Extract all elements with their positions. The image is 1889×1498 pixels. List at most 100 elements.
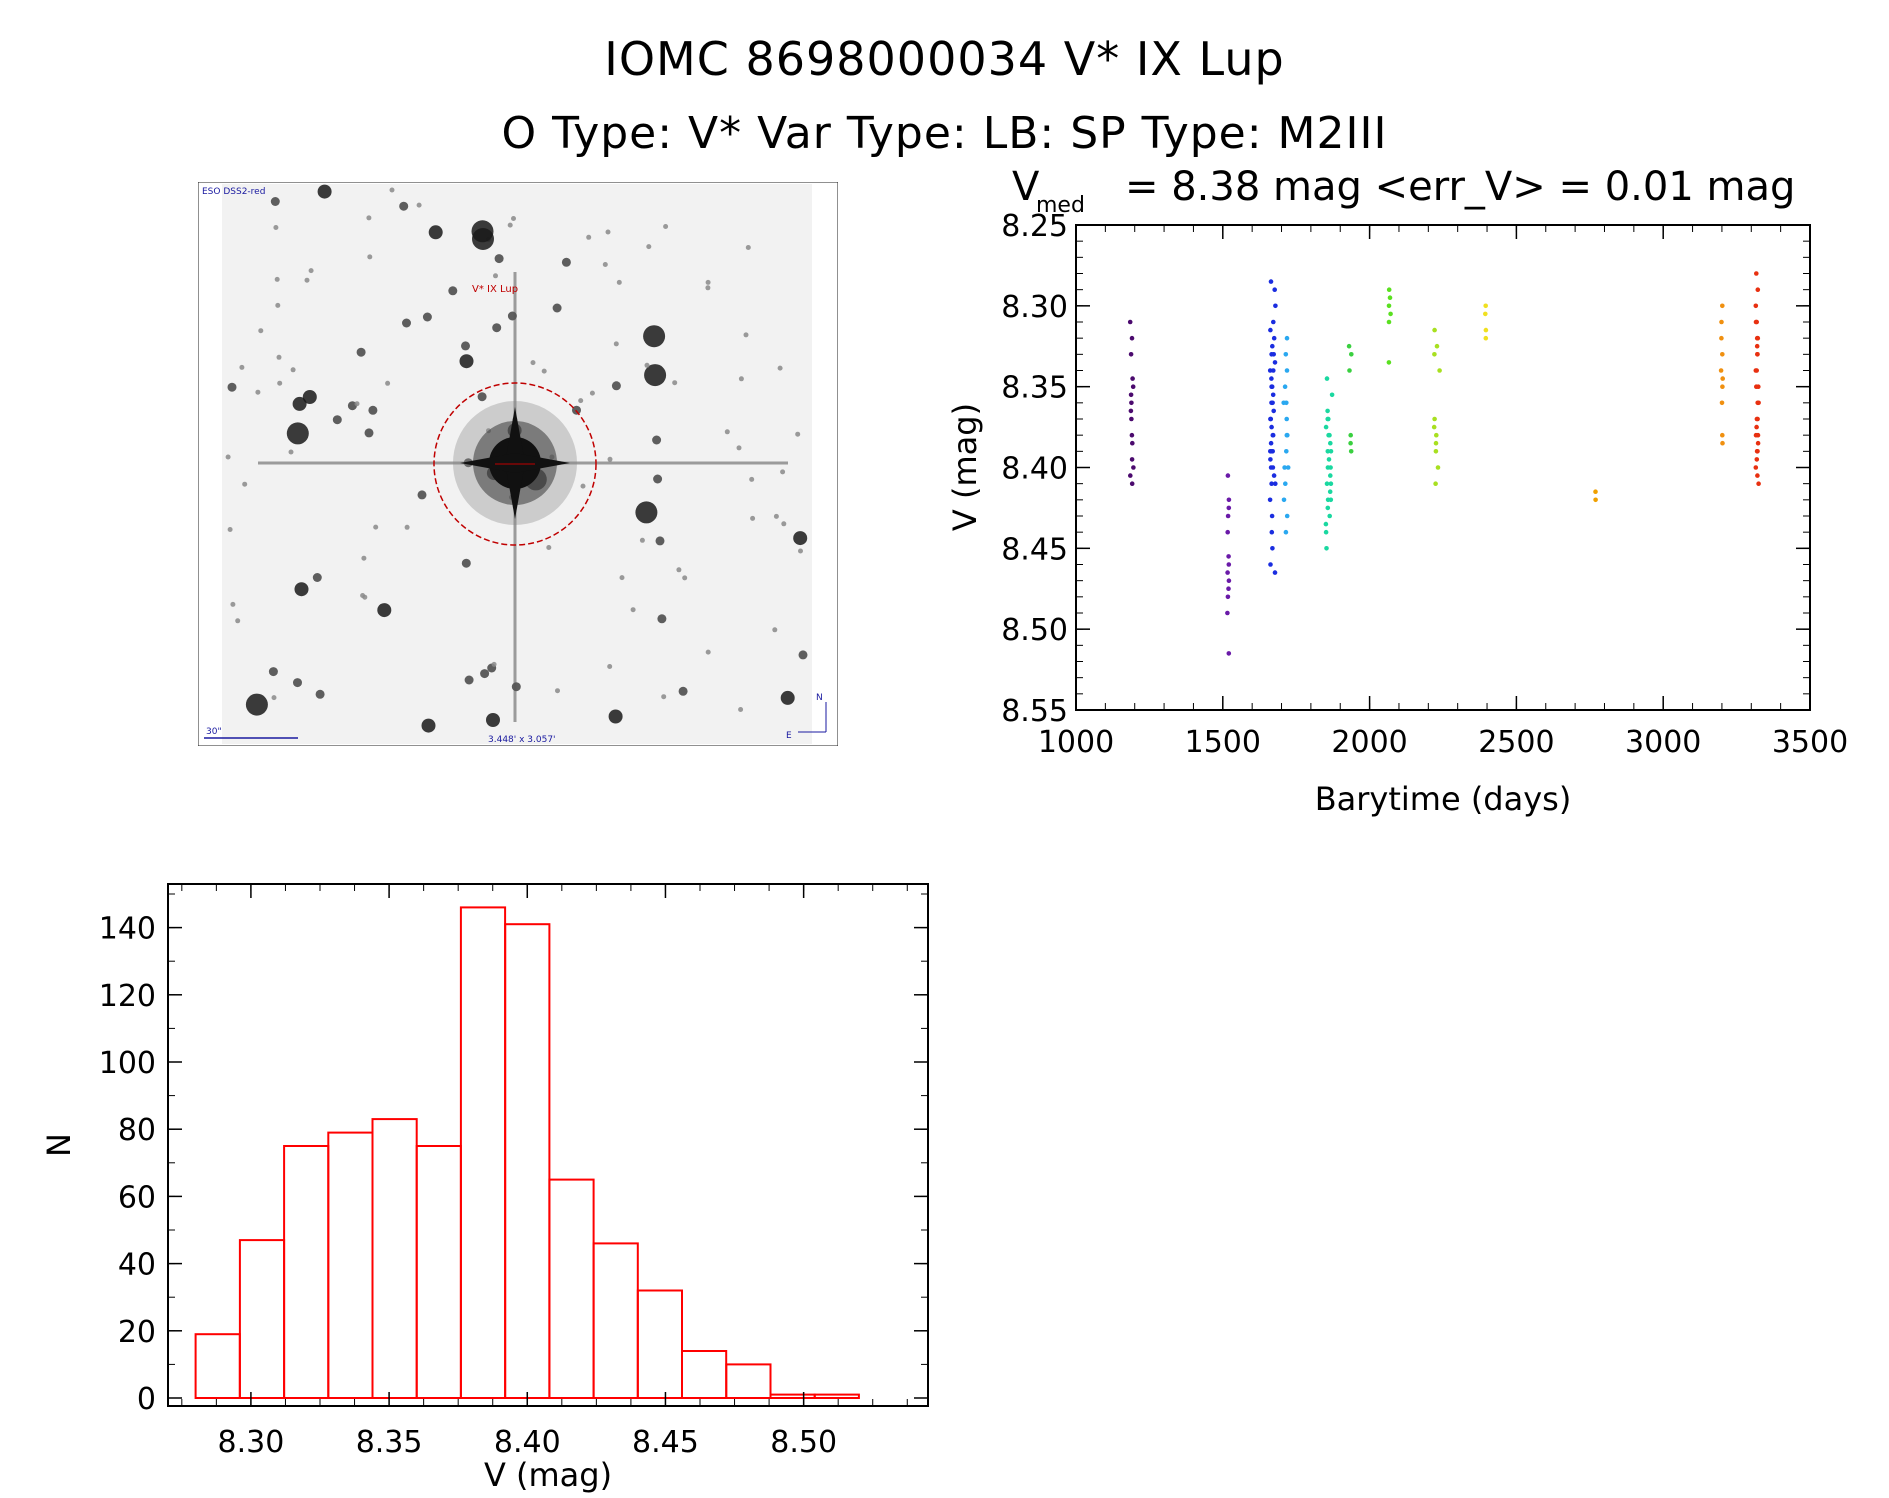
lc-ytick-label: 8.40	[1001, 452, 1068, 487]
lc-data-point	[1755, 473, 1760, 478]
field-star	[616, 279, 622, 285]
field-star	[294, 582, 309, 597]
lc-data-point	[1271, 368, 1276, 373]
field-star	[682, 575, 688, 581]
field-star	[705, 279, 711, 285]
field-star	[672, 380, 678, 386]
lc-data-point	[1329, 392, 1335, 398]
field-star	[646, 244, 652, 250]
hist-xtick-label: 8.50	[770, 1425, 837, 1460]
field-star	[308, 268, 314, 274]
lc-data-point	[1386, 287, 1392, 292]
field-star	[546, 545, 552, 550]
lc-data-point	[1130, 376, 1135, 381]
lc-data-point	[1754, 457, 1760, 462]
field-star	[781, 521, 787, 527]
field-star	[271, 695, 277, 701]
hist-xlabel: V (mag)	[484, 1456, 612, 1494]
field-star	[428, 225, 443, 240]
field-star	[356, 347, 366, 357]
lc-data-point	[1270, 343, 1275, 349]
field-star	[657, 614, 667, 624]
lc-data-point	[1432, 352, 1437, 357]
field-star	[275, 302, 281, 308]
lc-xtick-label: 3000	[1625, 725, 1701, 760]
histogram-chart: 8.30 8.35 8.40 8.45 8.50 0 20 40 60 80 100 120 140 V…	[40, 883, 929, 1494]
field-star	[276, 354, 282, 360]
lc-data-point	[1326, 432, 1331, 438]
lc-data-point	[1388, 311, 1393, 317]
sky-image: V* IX Lup ESO DSS2-red 30" 3.448' x 3.05…	[197, 181, 839, 747]
lc-data-point	[1269, 513, 1275, 519]
lc-data-point	[1282, 465, 1287, 470]
lc-data-point	[1593, 489, 1598, 495]
lc-data-point	[1323, 521, 1329, 527]
field-star	[274, 276, 280, 282]
field-star	[302, 390, 317, 404]
hist-bar	[592, 1242, 639, 1399]
lc-ytick-label: 8.45	[1001, 532, 1068, 567]
fov-label: 3.448' x 3.057'	[488, 735, 556, 745]
lc-data-point	[1268, 279, 1274, 284]
lc-data-point	[1269, 376, 1274, 381]
field-star	[780, 690, 795, 705]
lc-data-point	[1267, 497, 1273, 503]
lc-data-point	[1325, 465, 1331, 470]
field-star	[471, 220, 494, 243]
field-star	[367, 254, 373, 260]
lc-data-point	[1755, 352, 1760, 357]
field-star	[578, 398, 584, 404]
lc-data-point	[1268, 449, 1274, 454]
field-star	[242, 481, 248, 487]
hist-ytick-label: 120	[99, 979, 156, 1014]
lc-data-point	[1282, 384, 1288, 389]
lc-data-point	[1268, 562, 1273, 567]
lc-data-point	[1328, 449, 1334, 454]
lc-data-point	[1284, 416, 1289, 422]
lc-data-point	[1755, 287, 1761, 292]
lc-data-point	[1720, 376, 1725, 381]
lc-data-point	[1328, 440, 1333, 446]
lc-data-point	[1483, 327, 1489, 333]
lc-data-point	[1324, 376, 1330, 381]
hist-xtick-label: 8.35	[356, 1425, 423, 1460]
field-star	[230, 601, 236, 607]
lc-data-point	[1593, 497, 1598, 503]
field-star	[602, 262, 608, 267]
lc-data-point	[1483, 311, 1488, 317]
lc-data-point	[1326, 457, 1332, 462]
field-star	[750, 515, 756, 521]
lc-data-point	[1284, 368, 1290, 373]
lc-data-point	[1324, 481, 1330, 487]
lc-data-point	[1226, 497, 1232, 503]
lc-data-point	[1129, 335, 1135, 341]
field-star	[245, 693, 268, 716]
field-star	[416, 202, 422, 208]
lc-data-point	[1281, 400, 1286, 406]
hist-xtick-label: 8.40	[494, 1425, 561, 1460]
lc-ytick-label: 8.25	[1001, 209, 1068, 244]
target-label: V* IX Lup	[472, 284, 518, 295]
lc-data-point	[1269, 481, 1274, 487]
sky-image-panel: V* IX Lup ESO DSS2-red 30" 3.448' x 3.05…	[197, 181, 839, 747]
field-star	[661, 694, 667, 700]
field-star	[780, 469, 786, 475]
lc-data-point	[1285, 465, 1291, 470]
lc-data-point	[1270, 432, 1276, 438]
lc-data-point	[1325, 408, 1330, 414]
lc-data-point	[1431, 424, 1437, 430]
lc-data-point	[1756, 400, 1761, 406]
lc-data-point	[1348, 449, 1354, 454]
lc-data-point	[1328, 497, 1334, 503]
field-star	[555, 688, 560, 694]
lc-data-point	[1346, 343, 1352, 349]
field-star	[793, 531, 808, 546]
lc-data-point	[1754, 335, 1760, 341]
hist-bar	[238, 1239, 286, 1399]
lc-data-point	[1225, 610, 1230, 616]
lc-data-point	[1225, 594, 1231, 600]
lc-data-point	[1129, 416, 1134, 422]
field-star	[736, 445, 742, 451]
field-star	[586, 234, 592, 240]
